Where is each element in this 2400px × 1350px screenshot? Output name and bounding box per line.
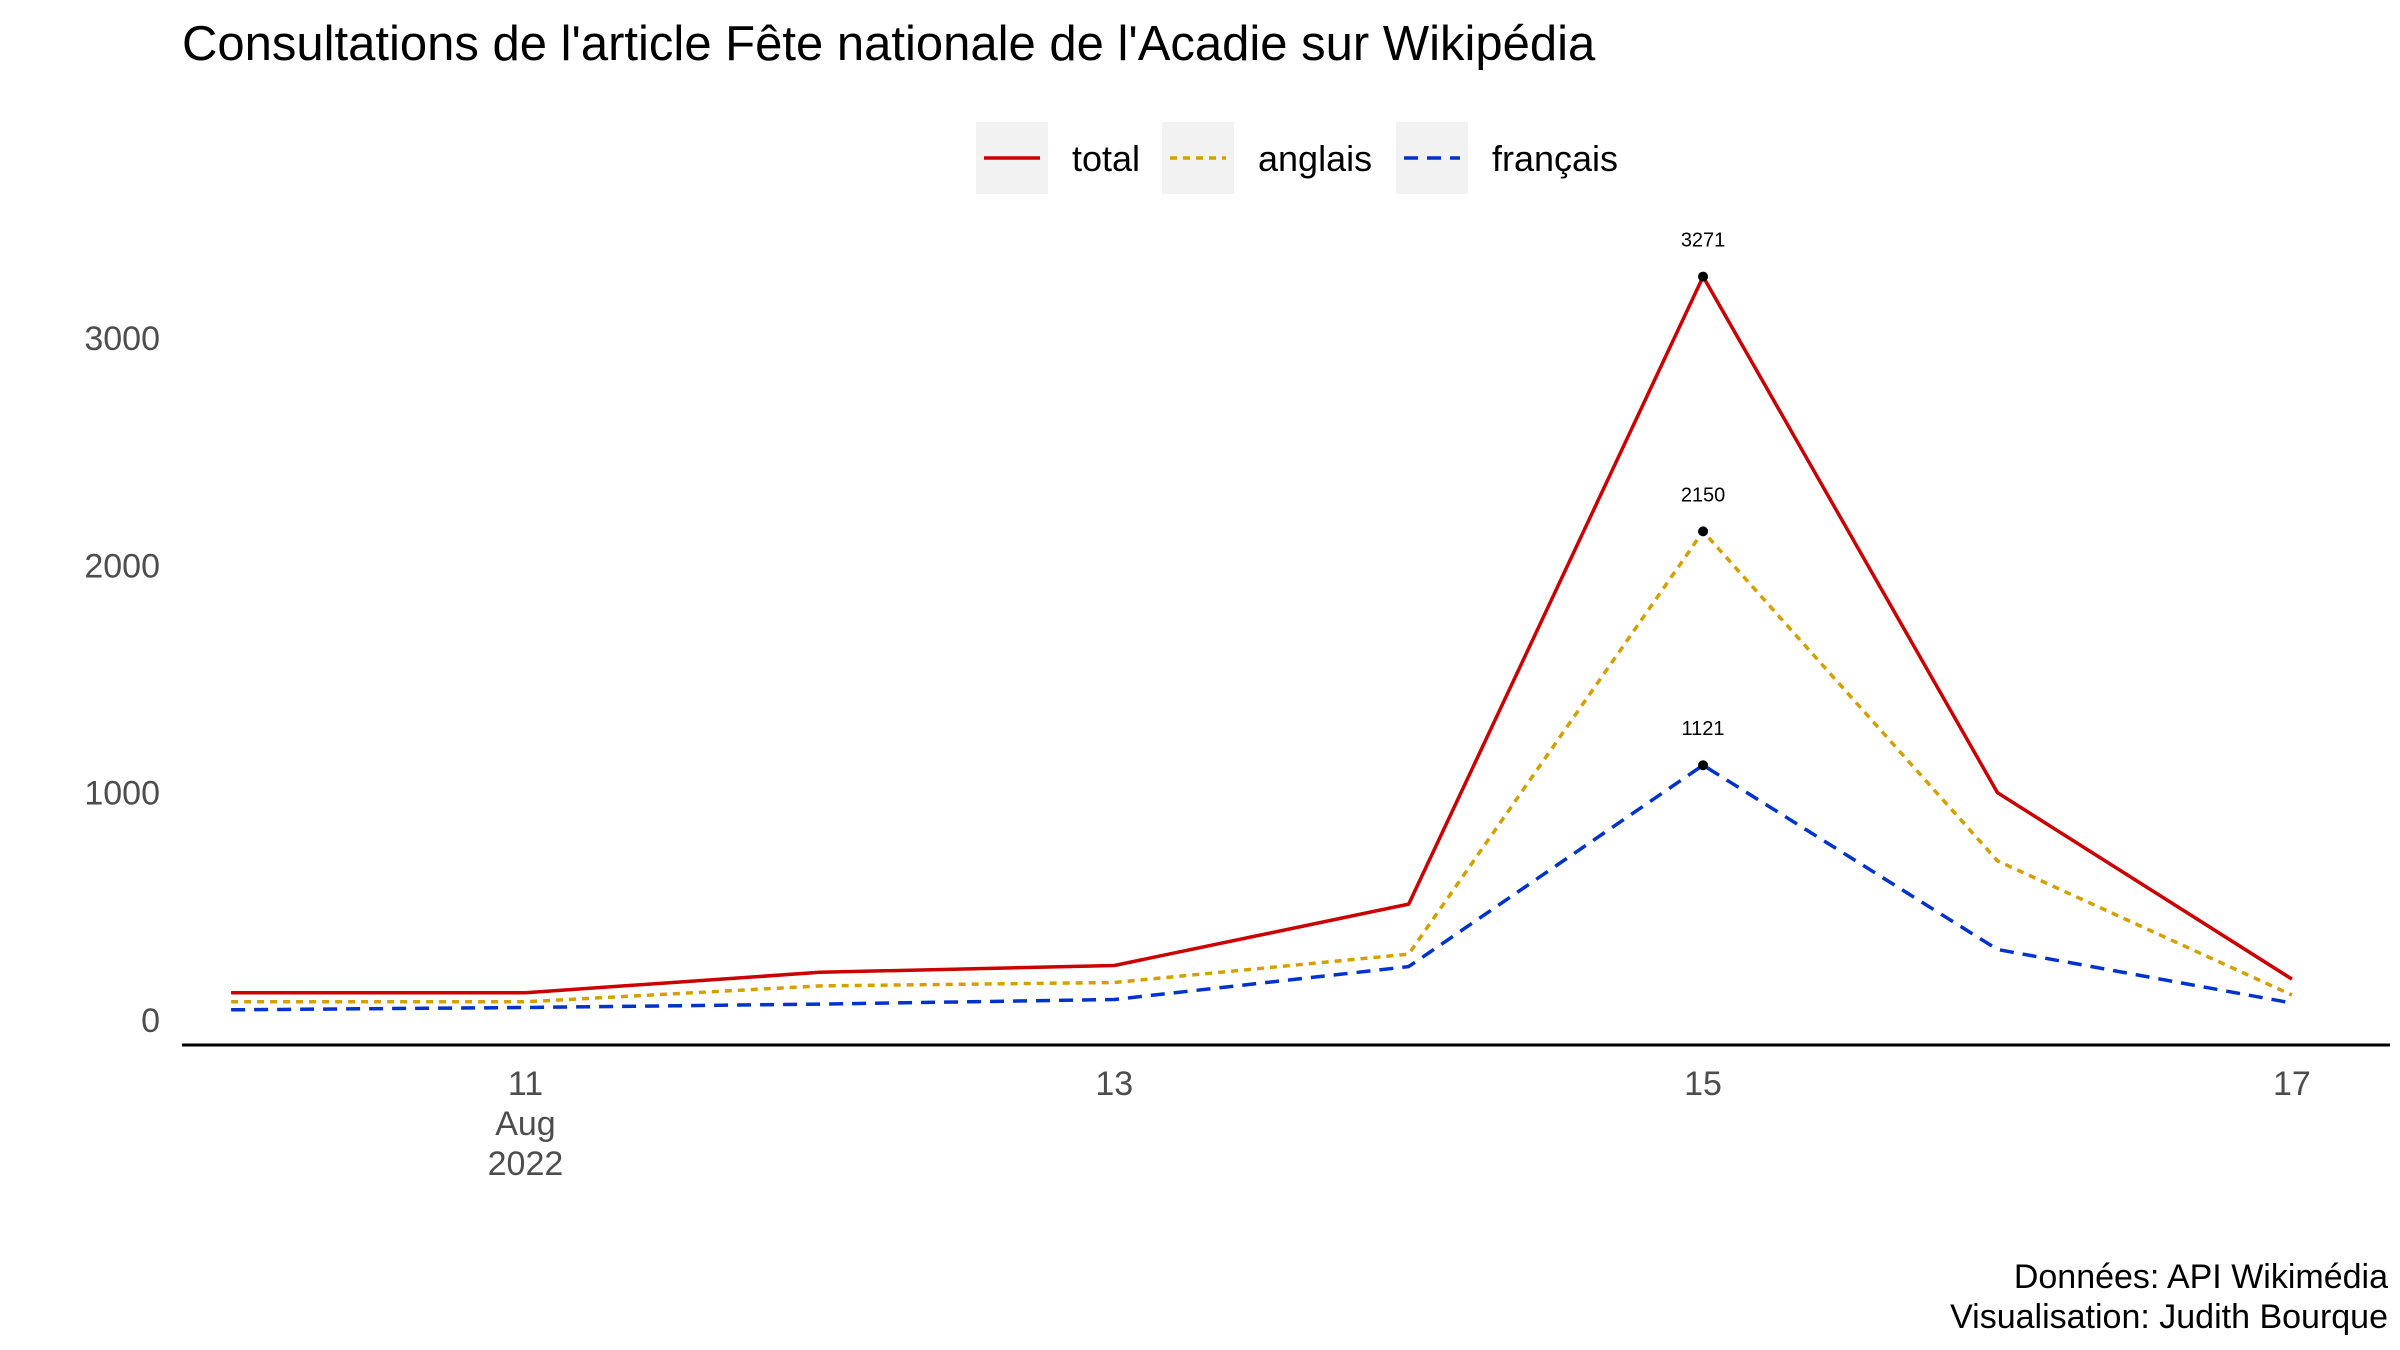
peak-label: 1121: [1682, 718, 1725, 740]
caption-line: Visualisation: Judith Bourque: [1950, 1298, 2388, 1336]
y-tick-label: 3000: [84, 320, 160, 358]
caption-line: Données: API Wikimédia: [2014, 1258, 2388, 1296]
peak-point: [1698, 271, 1709, 282]
y-tick-label: 0: [141, 1002, 160, 1040]
peak-label: 2150: [1681, 484, 1726, 506]
x-axis: 11 Aug 2022 13 15 17: [182, 1043, 2390, 1183]
legend-item-français: français: [1396, 122, 1618, 194]
series-line-total: [231, 274, 2293, 995]
x-tick-label: 15: [1684, 1065, 1722, 1103]
legend-item-anglais: anglais: [1162, 122, 1372, 194]
legend-label: anglais: [1258, 138, 1372, 179]
series-line-anglais: [231, 529, 2293, 1004]
chart-title: Consultations de l'article Fête national…: [182, 17, 1596, 71]
annotation-layer: 3271 2150 1121: [1681, 230, 1726, 771]
peak-point: [1698, 760, 1709, 771]
y-tick-label: 2000: [84, 547, 160, 585]
peak-label: 3271: [1681, 230, 1726, 252]
peak-point: [1698, 526, 1709, 537]
y-tick-label: 1000: [84, 775, 160, 813]
legend-label: français: [1492, 138, 1618, 179]
y-axis: 0 1000 2000 3000: [84, 320, 160, 1040]
legend-label: total: [1072, 138, 1140, 179]
legend-item-total: total: [976, 122, 1140, 194]
series-line-français: [231, 763, 2293, 1012]
x-tick-label: 13: [1095, 1065, 1133, 1103]
x-tick-label: 17: [2273, 1065, 2311, 1103]
chart-legend: total anglais français: [976, 122, 1618, 194]
x-tick-label: 11 Aug 2022: [488, 1065, 564, 1183]
series-layer: [231, 274, 2293, 1012]
